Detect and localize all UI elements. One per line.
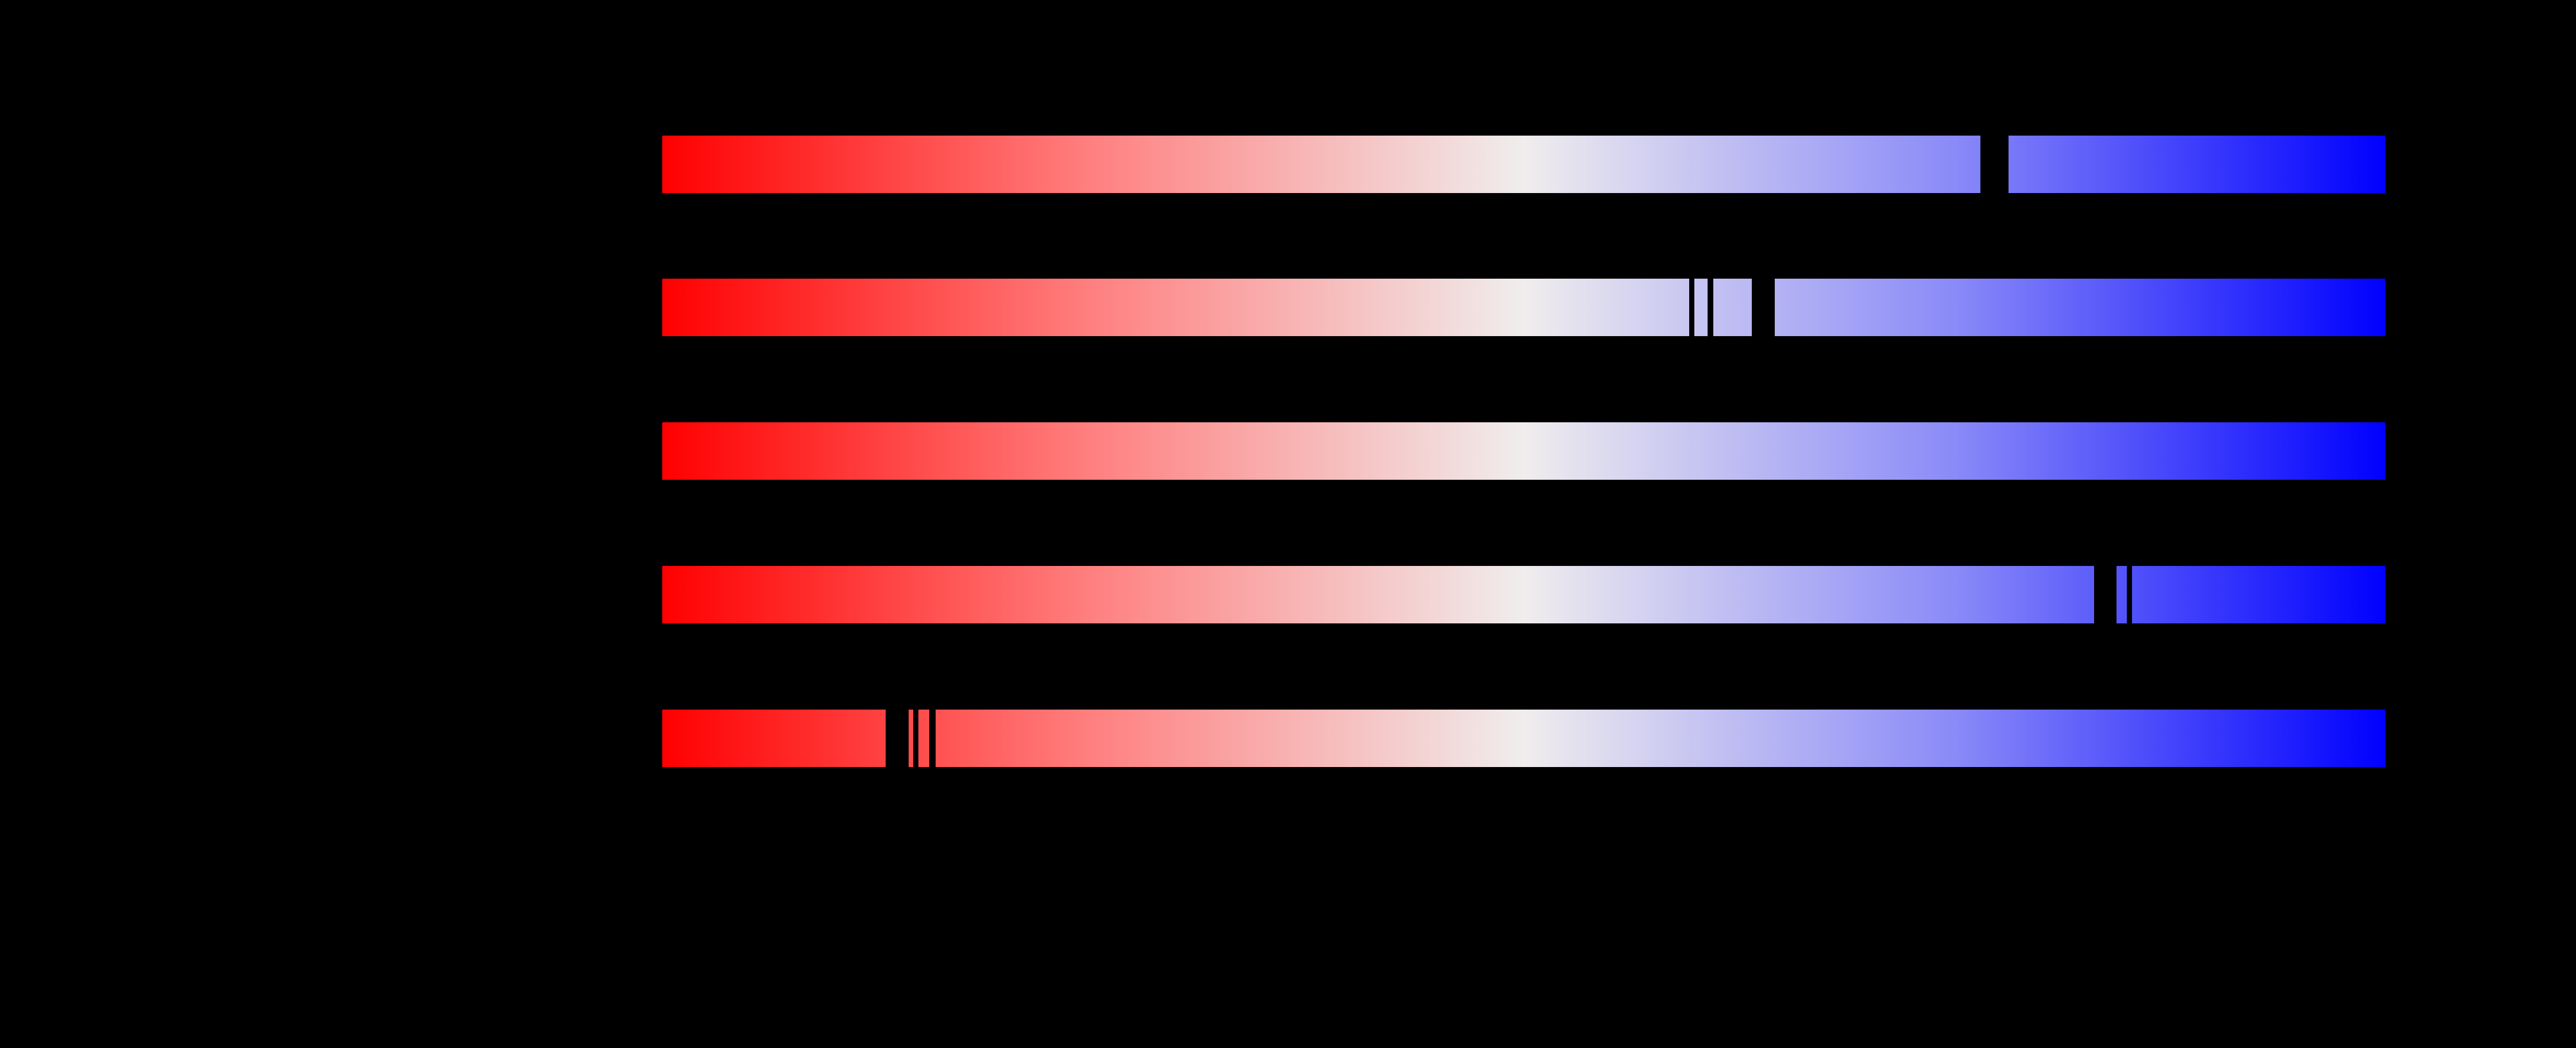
gradient-bar-row-4	[662, 566, 2385, 623]
thin-tick-marker	[913, 710, 919, 767]
gradient-bar-row-3	[662, 422, 2385, 480]
thin-tick-marker	[1689, 279, 1694, 336]
wide-tick-marker	[1751, 279, 1775, 336]
thin-tick-marker	[929, 710, 936, 767]
gradient-bar-row-1	[662, 136, 2385, 193]
thin-tick-marker	[2127, 566, 2132, 623]
thin-tick-marker	[1708, 279, 1713, 336]
wide-tick-marker	[2094, 566, 2117, 623]
wide-tick-marker	[886, 710, 909, 767]
wide-tick-marker	[1980, 136, 2009, 193]
gradient-bar-row-2	[662, 279, 2385, 336]
gradient-bar-row-5	[662, 710, 2385, 767]
